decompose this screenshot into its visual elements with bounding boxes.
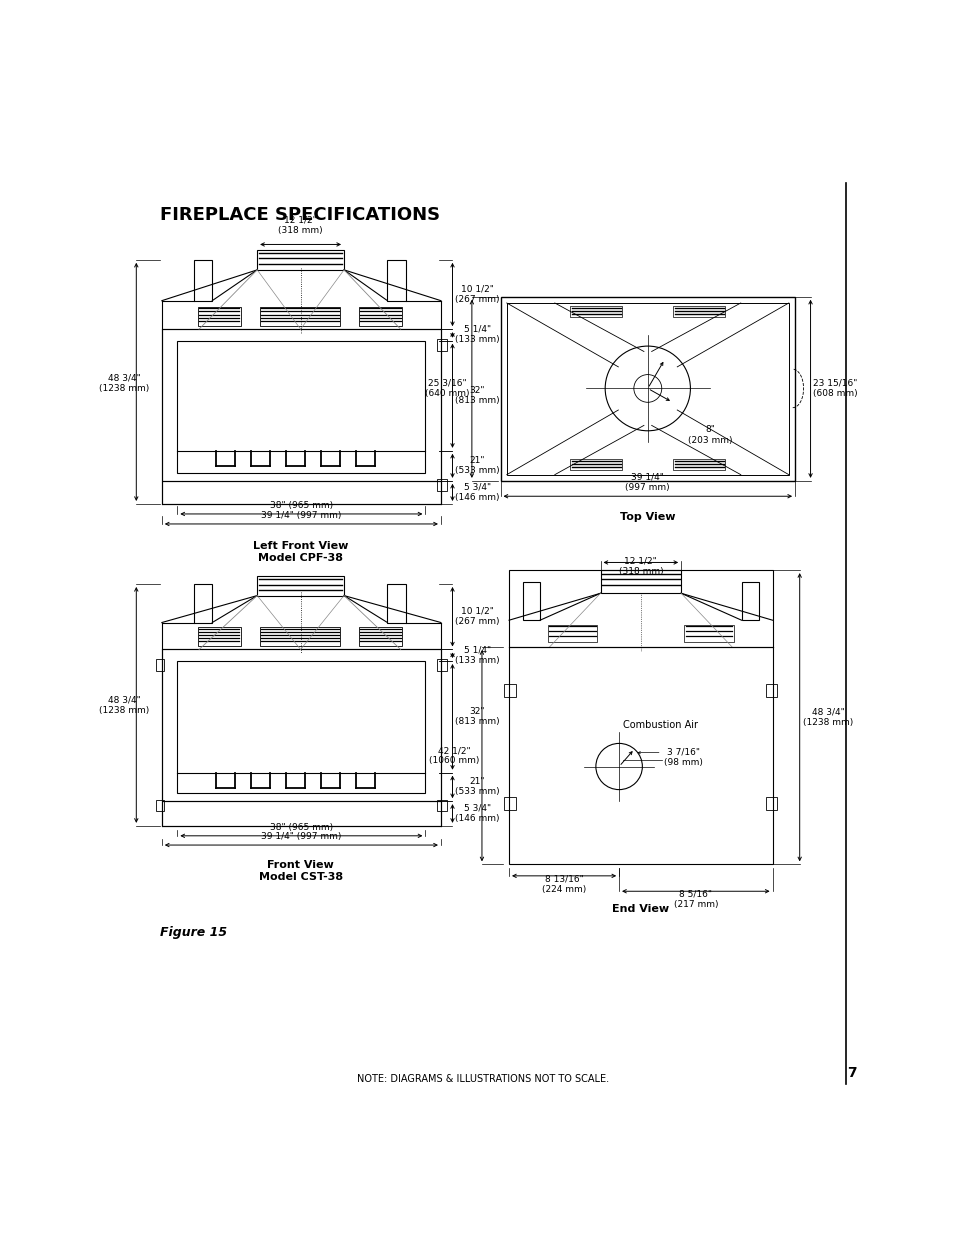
Bar <box>436 659 447 671</box>
Text: 10 1/2"
(267 mm): 10 1/2" (267 mm) <box>455 285 498 304</box>
Text: 32"
(813 mm): 32" (813 mm) <box>455 706 499 726</box>
Text: 5 1/4"
(133 mm): 5 1/4" (133 mm) <box>455 325 499 345</box>
Bar <box>570 459 621 471</box>
Text: 21"
(533 mm): 21" (533 mm) <box>455 456 499 475</box>
Text: Figure 15: Figure 15 <box>159 926 227 939</box>
Text: End View: End View <box>612 904 669 914</box>
Text: Front View
Model CST-38: Front View Model CST-38 <box>258 861 342 882</box>
Bar <box>506 303 788 474</box>
Bar <box>599 571 680 593</box>
Text: 21"
(533 mm): 21" (533 mm) <box>455 777 499 797</box>
Text: FIREPLACE SPECIFICATIONS: FIREPLACE SPECIFICATIONS <box>159 206 439 224</box>
Bar <box>193 584 212 622</box>
Bar <box>547 625 597 642</box>
Text: 8"
(203 mm): 8" (203 mm) <box>687 425 732 445</box>
Bar <box>162 480 440 504</box>
Bar <box>177 661 425 793</box>
Text: 25 3/16"
(640 mm): 25 3/16" (640 mm) <box>425 379 469 398</box>
Bar <box>504 798 516 810</box>
Bar <box>765 684 777 698</box>
Bar <box>673 459 724 471</box>
Text: 3 7/16"
(98 mm): 3 7/16" (98 mm) <box>663 747 702 767</box>
Text: 39 1/4"
(997 mm): 39 1/4" (997 mm) <box>625 473 669 493</box>
Bar <box>156 799 164 811</box>
Bar <box>436 340 447 351</box>
Bar <box>570 306 621 317</box>
Text: 5 3/4"
(146 mm): 5 3/4" (146 mm) <box>455 804 498 824</box>
Text: 12 1/2"
(318 mm): 12 1/2" (318 mm) <box>278 216 322 235</box>
Text: 10 1/2"
(267 mm): 10 1/2" (267 mm) <box>455 606 498 626</box>
Bar <box>765 798 777 810</box>
Bar <box>257 249 344 270</box>
Text: NOTE: DIAGRAMS & ILLUSTRATIONS NOT TO SCALE.: NOTE: DIAGRAMS & ILLUSTRATIONS NOT TO SC… <box>357 1073 609 1084</box>
Text: 8 13/16"
(224 mm): 8 13/16" (224 mm) <box>541 874 585 894</box>
Text: 5 1/4"
(133 mm): 5 1/4" (133 mm) <box>455 645 499 664</box>
Text: 12 1/2"
(318 mm): 12 1/2" (318 mm) <box>618 556 662 576</box>
Bar <box>162 330 440 480</box>
Bar <box>504 684 516 698</box>
Text: Combustion Air: Combustion Air <box>622 720 698 730</box>
Text: Top View: Top View <box>619 511 675 521</box>
Bar <box>177 341 425 473</box>
Bar <box>197 627 241 646</box>
Text: 48 3/4"
(1238 mm): 48 3/4" (1238 mm) <box>802 708 852 727</box>
Text: 48 3/4"
(1238 mm): 48 3/4" (1238 mm) <box>99 373 149 393</box>
Bar <box>436 799 447 811</box>
Bar <box>197 306 241 326</box>
Text: 39 1/4" (997 mm): 39 1/4" (997 mm) <box>261 832 341 841</box>
Bar <box>387 584 406 622</box>
Bar <box>500 296 794 480</box>
Bar <box>522 582 539 620</box>
Text: Left Front View
Model CPF-38: Left Front View Model CPF-38 <box>253 541 348 562</box>
Bar <box>509 571 772 864</box>
Bar <box>257 577 344 595</box>
Bar <box>436 479 447 490</box>
Text: 23 15/16"
(608 mm): 23 15/16" (608 mm) <box>812 379 857 398</box>
Text: 7: 7 <box>846 1066 857 1079</box>
Bar <box>193 259 212 300</box>
Bar <box>259 627 340 646</box>
Bar <box>358 627 402 646</box>
Bar <box>673 306 724 317</box>
Bar <box>683 625 733 642</box>
Bar <box>156 659 164 671</box>
Bar <box>358 306 402 326</box>
Bar <box>259 306 340 326</box>
Bar <box>162 802 440 826</box>
Bar <box>740 582 758 620</box>
Bar <box>162 650 440 802</box>
Text: 42 1/2"
(1060 mm): 42 1/2" (1060 mm) <box>429 746 479 766</box>
Text: 38" (965 mm): 38" (965 mm) <box>270 823 333 832</box>
Text: 38" (965 mm): 38" (965 mm) <box>270 501 333 510</box>
Bar <box>387 259 406 300</box>
Text: 5 3/4"
(146 mm): 5 3/4" (146 mm) <box>455 483 498 503</box>
Text: 39 1/4" (997 mm): 39 1/4" (997 mm) <box>261 511 341 520</box>
Text: 48 3/4"
(1238 mm): 48 3/4" (1238 mm) <box>99 695 149 715</box>
Text: 8 5/16"
(217 mm): 8 5/16" (217 mm) <box>673 889 718 909</box>
Text: 32"
(813 mm): 32" (813 mm) <box>455 385 499 405</box>
